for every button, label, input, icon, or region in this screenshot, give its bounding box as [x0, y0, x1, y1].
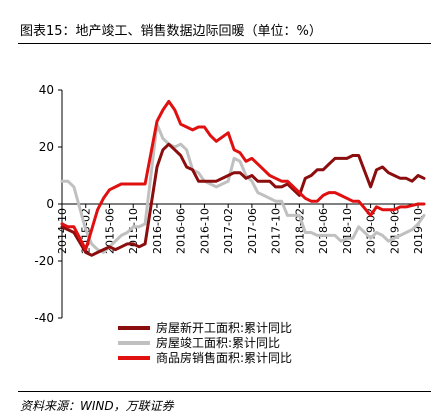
y-tick-label: -40 — [34, 311, 54, 325]
series-line-1 — [60, 142, 426, 257]
legend-label: 商品房销售面积:累计同比 — [156, 350, 292, 365]
x-tick-label: 2017-02 — [222, 208, 235, 254]
legend-label: 房屋竣工面积:累计同比 — [156, 335, 280, 350]
x-tick-label: 2018-10 — [341, 208, 354, 254]
y-tick-label: -20 — [34, 254, 54, 268]
x-tick-label: 2018-06 — [317, 208, 330, 254]
x-tick-label: 2017-10 — [270, 208, 283, 254]
chart-title: 图表15：地产竣工、销售数据边际回暖（单位：%） — [20, 24, 322, 39]
series-line-2 — [60, 122, 426, 254]
x-tick-label: 2019-02 — [365, 208, 378, 254]
legend-label: 房屋新开工面积:累计同比 — [156, 320, 292, 335]
chart-axes — [61, 90, 424, 318]
x-tick-label: 2016-10 — [198, 208, 211, 254]
y-tick-label: 40 — [39, 83, 54, 97]
x-tick-label: 2016-02 — [151, 208, 164, 254]
source-note: 资料来源：WIND，万联证券 — [20, 399, 174, 413]
series-lines — [60, 99, 426, 257]
series-line-3 — [60, 99, 426, 252]
x-tick-label: 2014-10 — [56, 208, 69, 254]
y-axis-ticks: -40 -20 0 20 40 — [34, 83, 62, 325]
x-tick-label: 2018-02 — [293, 208, 306, 254]
x-tick-label: 2016-06 — [175, 208, 188, 254]
source-rule — [18, 391, 431, 392]
x-tick-label: 2017-06 — [246, 208, 259, 254]
title-rule — [18, 43, 431, 44]
y-tick-label: 0 — [46, 197, 54, 211]
x-tick-label: 2019-06 — [388, 208, 401, 254]
y-tick-label: 20 — [39, 140, 54, 154]
